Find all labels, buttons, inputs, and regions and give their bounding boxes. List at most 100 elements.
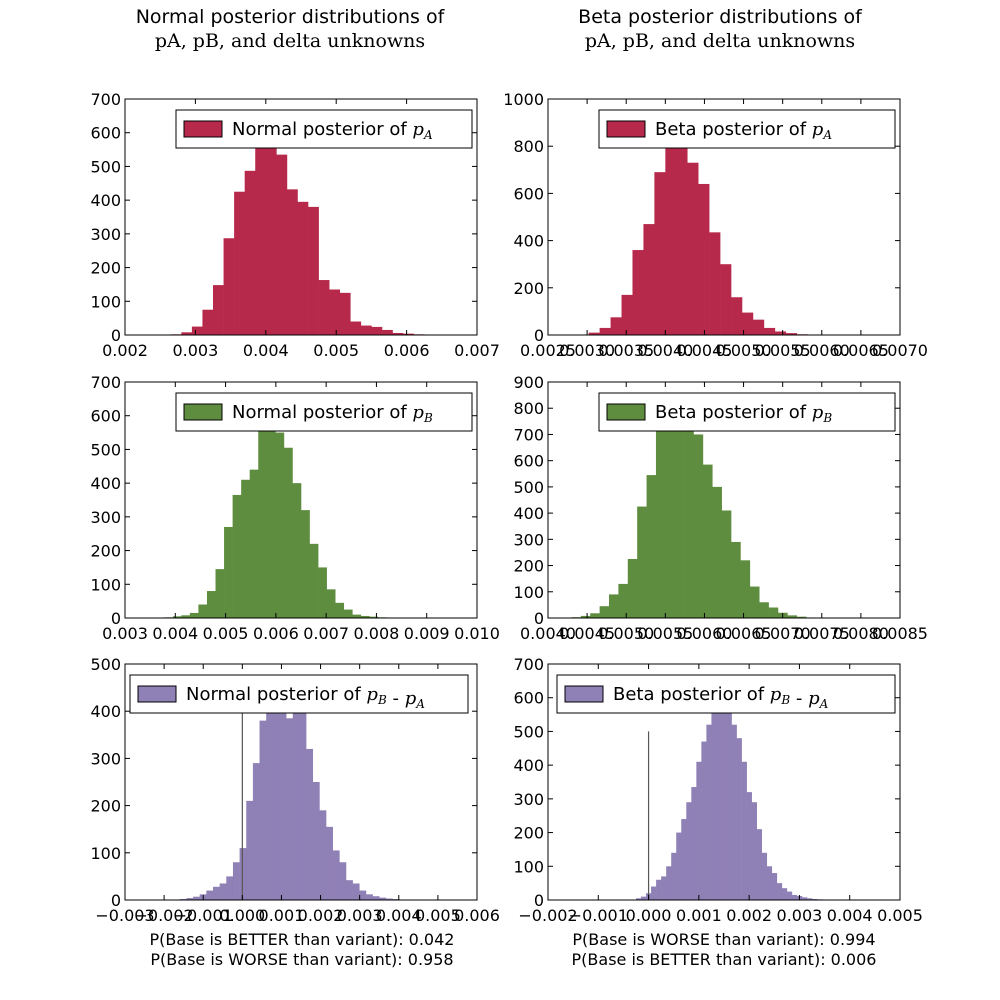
histogram-bar <box>641 896 647 900</box>
histogram-bar <box>301 510 310 618</box>
histogram-bar <box>806 898 813 900</box>
y-tick-label: 200 <box>513 824 544 843</box>
x-tick-label: 0.005 <box>415 906 461 925</box>
right-title-line2: pA, pB, and delta unknowns <box>584 30 856 52</box>
beta-pA-panel: 020040060080010000.00250.00300.00350.004… <box>503 90 928 360</box>
y-tick-label: 400 <box>513 504 544 523</box>
histogram-bar <box>239 848 247 900</box>
beta-pB-bars <box>571 413 826 618</box>
histogram-bar <box>319 810 327 900</box>
y-tick-label: 200 <box>513 557 544 576</box>
histogram-bar <box>741 312 754 335</box>
histogram-bar <box>655 430 666 618</box>
histogram-bar <box>618 583 629 618</box>
histogram-bar <box>172 616 182 618</box>
histogram-bar <box>286 189 298 335</box>
histogram-bar <box>599 327 611 335</box>
y-tick-label: 300 <box>90 749 121 768</box>
histogram-bar <box>751 802 757 900</box>
histogram-bar <box>671 852 677 900</box>
x-tick-label: 0.006 <box>384 341 430 360</box>
x-tick-label: 0.004 <box>243 341 289 360</box>
histogram-bar <box>186 898 194 900</box>
histogram-bar <box>736 738 742 900</box>
x-tick-label: 0.0040 <box>637 341 693 360</box>
x-tick-label: 0.0050 <box>716 341 772 360</box>
legend-box <box>556 674 896 714</box>
histogram-bar <box>352 883 360 900</box>
right-note-better: P(Base is BETTER than variant): 0.006 <box>571 950 877 969</box>
normal-pB-bars <box>164 414 396 618</box>
histogram-bar <box>266 711 274 900</box>
histogram-bar <box>580 615 591 618</box>
normal-pB-legend: Normal posterior of pB <box>175 392 473 432</box>
histogram-bar <box>350 321 362 335</box>
histogram-bar <box>379 897 387 900</box>
histogram-bar <box>365 894 373 900</box>
histogram-bar <box>721 697 727 900</box>
x-tick-label: 0.0080 <box>833 624 889 643</box>
y-tick-label: 0 <box>534 609 544 628</box>
left-title-line2: pA, pB, and delta unknowns <box>154 30 426 52</box>
histogram-bar <box>684 416 694 618</box>
histogram-bar <box>637 506 647 618</box>
beta-pB-panel: 0 100 200 300 400 500 600 700 800 900 0.00400.0045… <box>513 373 928 643</box>
legend-swatch <box>183 403 223 421</box>
histogram-bar <box>279 713 287 900</box>
histogram-bar <box>241 479 251 618</box>
histogram-bar <box>193 896 201 900</box>
histogram-bar <box>731 541 741 618</box>
y-tick-label: 200 <box>90 542 121 561</box>
x-tick-label: 0.004 <box>152 624 198 643</box>
x-tick-label: 0.0085 <box>872 624 928 643</box>
histogram-bar <box>801 897 808 900</box>
legend-label: Normal posterior of pA <box>232 119 433 142</box>
x-tick-label: 0.002 <box>298 906 344 925</box>
histogram-bar <box>359 890 367 900</box>
normal-delta-panel: 0100200300400500−0.003−0.002−0.0010.0000… <box>90 655 499 925</box>
x-tick-label: 0.0075 <box>794 624 850 643</box>
histogram-bar <box>709 232 721 335</box>
histogram-bar <box>706 724 712 900</box>
legend-swatch <box>606 120 646 138</box>
x-tick-label: 0.005 <box>203 624 249 643</box>
histogram-bar <box>716 704 722 900</box>
histogram-bar <box>360 325 372 335</box>
histogram-bar <box>796 616 807 618</box>
histogram-bar <box>768 607 779 618</box>
x-tick-label: 0.0055 <box>637 624 693 643</box>
histogram-bar <box>756 829 763 900</box>
histogram-bar <box>206 591 216 618</box>
histogram-bar <box>636 898 642 900</box>
y-tick-label: 800 <box>513 137 544 156</box>
histogram-bar <box>721 510 732 618</box>
y-tick-label: 600 <box>90 407 121 426</box>
histogram-bar <box>283 447 293 618</box>
y-tick-label: 300 <box>90 225 121 244</box>
histogram-bar <box>265 147 277 335</box>
y-tick-label: 700 <box>90 373 121 392</box>
x-tick-label: 0.003 <box>172 341 218 360</box>
histogram-bar <box>329 289 341 335</box>
x-tick-label: −0.001 <box>569 906 628 925</box>
histogram-bar <box>309 543 319 618</box>
y-tick-label: 1000 <box>503 90 544 109</box>
x-tick-label: 0.0025 <box>520 341 576 360</box>
y-tick-label: 300 <box>90 508 121 527</box>
histogram-bar <box>371 326 383 335</box>
histogram-bar <box>712 486 722 618</box>
x-tick-label: 0.0070 <box>872 341 928 360</box>
histogram-bar <box>643 224 655 335</box>
histogram-bar <box>226 876 234 900</box>
histogram-bar <box>332 850 340 900</box>
x-tick-label: 0.0035 <box>598 341 654 360</box>
histogram-bar <box>759 602 769 618</box>
y-tick-label: 0 <box>534 891 544 910</box>
histogram-bar <box>318 567 327 618</box>
legend-label: Beta posterior of pA <box>655 119 832 142</box>
legend-box <box>175 392 473 432</box>
histogram-bar <box>812 898 818 900</box>
histogram-bar <box>335 602 345 618</box>
legend-swatch <box>606 403 646 421</box>
